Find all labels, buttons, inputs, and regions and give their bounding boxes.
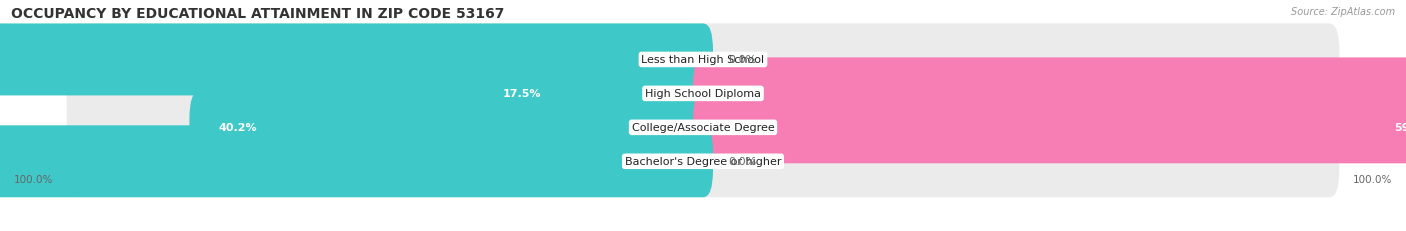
- Text: 40.2%: 40.2%: [218, 123, 257, 133]
- Text: College/Associate Degree: College/Associate Degree: [631, 123, 775, 133]
- Text: 0.0%: 0.0%: [728, 157, 756, 167]
- FancyBboxPatch shape: [693, 92, 1406, 164]
- FancyBboxPatch shape: [474, 58, 713, 130]
- Text: 100.0%: 100.0%: [1353, 174, 1392, 184]
- Text: 17.5%: 17.5%: [502, 89, 541, 99]
- FancyBboxPatch shape: [66, 58, 1340, 130]
- Text: 100.0%: 100.0%: [14, 174, 53, 184]
- FancyBboxPatch shape: [190, 92, 713, 164]
- Text: Less than High School: Less than High School: [641, 55, 765, 65]
- FancyBboxPatch shape: [0, 126, 713, 198]
- FancyBboxPatch shape: [66, 24, 1340, 96]
- FancyBboxPatch shape: [0, 24, 713, 96]
- Text: Bachelor's Degree or higher: Bachelor's Degree or higher: [624, 157, 782, 167]
- Text: 59.8%: 59.8%: [1395, 123, 1406, 133]
- Text: 0.0%: 0.0%: [728, 55, 756, 65]
- FancyBboxPatch shape: [66, 126, 1340, 198]
- FancyBboxPatch shape: [66, 92, 1340, 164]
- Text: Source: ZipAtlas.com: Source: ZipAtlas.com: [1291, 7, 1395, 17]
- FancyBboxPatch shape: [693, 58, 1406, 130]
- Text: High School Diploma: High School Diploma: [645, 89, 761, 99]
- Text: OCCUPANCY BY EDUCATIONAL ATTAINMENT IN ZIP CODE 53167: OCCUPANCY BY EDUCATIONAL ATTAINMENT IN Z…: [11, 7, 505, 21]
